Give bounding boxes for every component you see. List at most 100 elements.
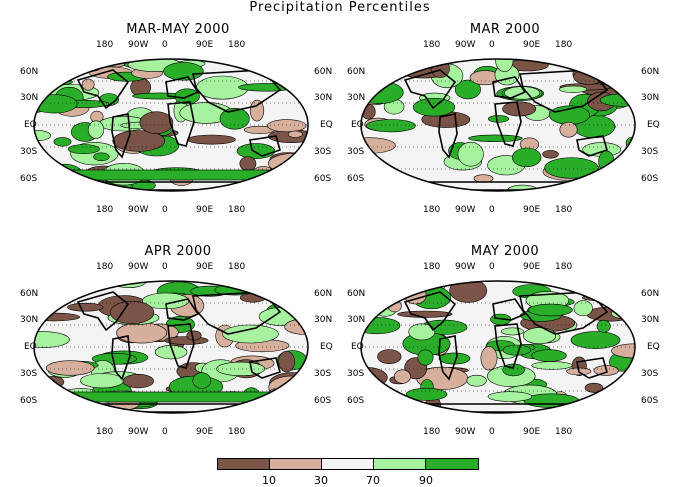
- lat-label-right: 60N: [641, 67, 660, 77]
- lon-label-top: 180: [423, 262, 441, 272]
- lat-label-left: 30N: [347, 93, 366, 103]
- lon-label-top: 180: [228, 40, 246, 50]
- lon-label-bottom: 90E: [523, 205, 541, 215]
- lon-label-top: 180: [555, 262, 573, 272]
- lon-label-bottom: 90W: [128, 427, 149, 437]
- lon-label-top: 180: [96, 40, 114, 50]
- lon-label-bottom: 180: [555, 427, 573, 437]
- lat-label-left: 60N: [20, 67, 39, 77]
- lon-label-bottom: 90W: [128, 205, 149, 215]
- lat-label-left: 60N: [347, 289, 366, 299]
- lat-label-right: 60S: [314, 174, 332, 184]
- lat-label-left: 60N: [347, 67, 366, 77]
- lat-label-left: EQ: [24, 342, 37, 352]
- lat-label-left: EQ: [24, 120, 37, 130]
- lat-label-right: EQ: [647, 120, 660, 130]
- lat-label-left: EQ: [351, 120, 364, 130]
- lon-label-top: 90W: [455, 262, 476, 272]
- lon-label-top: 180: [555, 40, 573, 50]
- lat-label-right: 60N: [314, 67, 333, 77]
- lat-label-left: 60N: [20, 289, 39, 299]
- lat-label-right: 30S: [314, 369, 332, 379]
- lat-label-left: 30S: [347, 147, 365, 157]
- world-map: [33, 58, 309, 192]
- legend-label-90: 90: [419, 474, 433, 487]
- lon-label-bottom: 180: [96, 427, 114, 437]
- lat-label-right: 30S: [314, 147, 332, 157]
- lon-label-top: 0: [489, 40, 495, 50]
- lon-label-bottom: 180: [555, 205, 573, 215]
- lon-label-bottom: 90E: [523, 427, 541, 437]
- lon-label-top: 180: [96, 262, 114, 272]
- legend-label-30: 30: [314, 474, 328, 487]
- panel-title: MAR-MAY 2000: [126, 22, 230, 37]
- lon-label-top: 90W: [128, 40, 149, 50]
- lon-label-bottom: 0: [162, 205, 168, 215]
- panel-title: MAR 2000: [469, 22, 541, 37]
- precip-field: [34, 281, 308, 413]
- lat-label-left: 30N: [20, 315, 39, 325]
- legend-label-70: 70: [366, 474, 380, 487]
- lon-label-top: 180: [228, 262, 246, 272]
- lat-label-left: 30S: [20, 147, 38, 157]
- lat-label-right: 30S: [641, 147, 659, 157]
- lat-label-right: 30N: [314, 93, 333, 103]
- lat-label-left: 60S: [347, 174, 365, 184]
- world-map: [33, 280, 309, 414]
- lon-label-bottom: 90W: [455, 205, 476, 215]
- legend-swatch-5: [425, 458, 479, 470]
- lon-label-top: 0: [162, 262, 168, 272]
- panel-title: APR 2000: [144, 244, 212, 259]
- lon-label-top: 90E: [523, 40, 541, 50]
- lat-label-right: 30N: [314, 315, 333, 325]
- lat-label-left: 60S: [20, 174, 38, 184]
- lat-label-right: 60N: [314, 289, 333, 299]
- legend-swatch-1: [217, 458, 270, 470]
- world-map: [360, 280, 636, 414]
- lat-label-right: 60N: [641, 289, 660, 299]
- lon-label-bottom: 0: [489, 427, 495, 437]
- figure-title: Precipitation Percentiles: [249, 0, 431, 15]
- legend-swatch-4: [373, 458, 426, 470]
- lat-label-left: 60S: [20, 396, 38, 406]
- lon-label-bottom: 0: [162, 427, 168, 437]
- lon-label-top: 0: [162, 40, 168, 50]
- lon-label-bottom: 90W: [455, 427, 476, 437]
- lat-label-left: 30N: [20, 93, 39, 103]
- lon-label-top: 90E: [196, 262, 214, 272]
- lon-label-top: 90E: [523, 262, 541, 272]
- legend-label-10: 10: [262, 474, 276, 487]
- world-map: [360, 58, 636, 192]
- lat-label-right: EQ: [320, 120, 333, 130]
- map-panel-mar-may: MAR-MAY 2000 180 180 90W 90W 0 0 90E 90E 180 180 60…: [18, 22, 338, 227]
- lat-label-right: EQ: [320, 342, 333, 352]
- lat-label-left: 30N: [347, 315, 366, 325]
- lat-label-left: 60S: [347, 396, 365, 406]
- lat-label-right: 60S: [314, 396, 332, 406]
- lon-label-bottom: 0: [489, 205, 495, 215]
- lon-label-bottom: 180: [228, 427, 246, 437]
- lon-label-top: 180: [423, 40, 441, 50]
- lat-label-left: 30S: [20, 369, 38, 379]
- lat-label-right: 60S: [641, 174, 659, 184]
- lat-label-right: 60S: [641, 396, 659, 406]
- panel-title: MAY 2000: [470, 244, 540, 259]
- lon-label-bottom: 180: [96, 205, 114, 215]
- color-legend: [217, 458, 479, 470]
- legend-swatch-2: [269, 458, 322, 470]
- lon-label-top: 0: [489, 262, 495, 272]
- map-panel-apr: APR 2000 180 180 90W 90W 0 0 90E 90E 180 180 60N 60N…: [18, 244, 338, 449]
- lon-label-bottom: 90E: [196, 427, 214, 437]
- lon-label-top: 90W: [455, 40, 476, 50]
- lat-label-right: 30N: [641, 93, 660, 103]
- lat-label-right: 30N: [641, 315, 660, 325]
- lon-label-bottom: 180: [423, 205, 441, 215]
- lon-label-top: 90E: [196, 40, 214, 50]
- lat-label-right: 30S: [641, 369, 659, 379]
- lon-label-bottom: 90E: [196, 205, 214, 215]
- legend-swatch-3: [321, 458, 374, 470]
- lat-label-right: EQ: [647, 342, 660, 352]
- lon-label-bottom: 180: [423, 427, 441, 437]
- map-panel-may: MAY 2000 180 180 90W 90W 0 0 90E 90E 180 180 60N 60N…: [345, 244, 665, 449]
- lat-label-left: 30S: [347, 369, 365, 379]
